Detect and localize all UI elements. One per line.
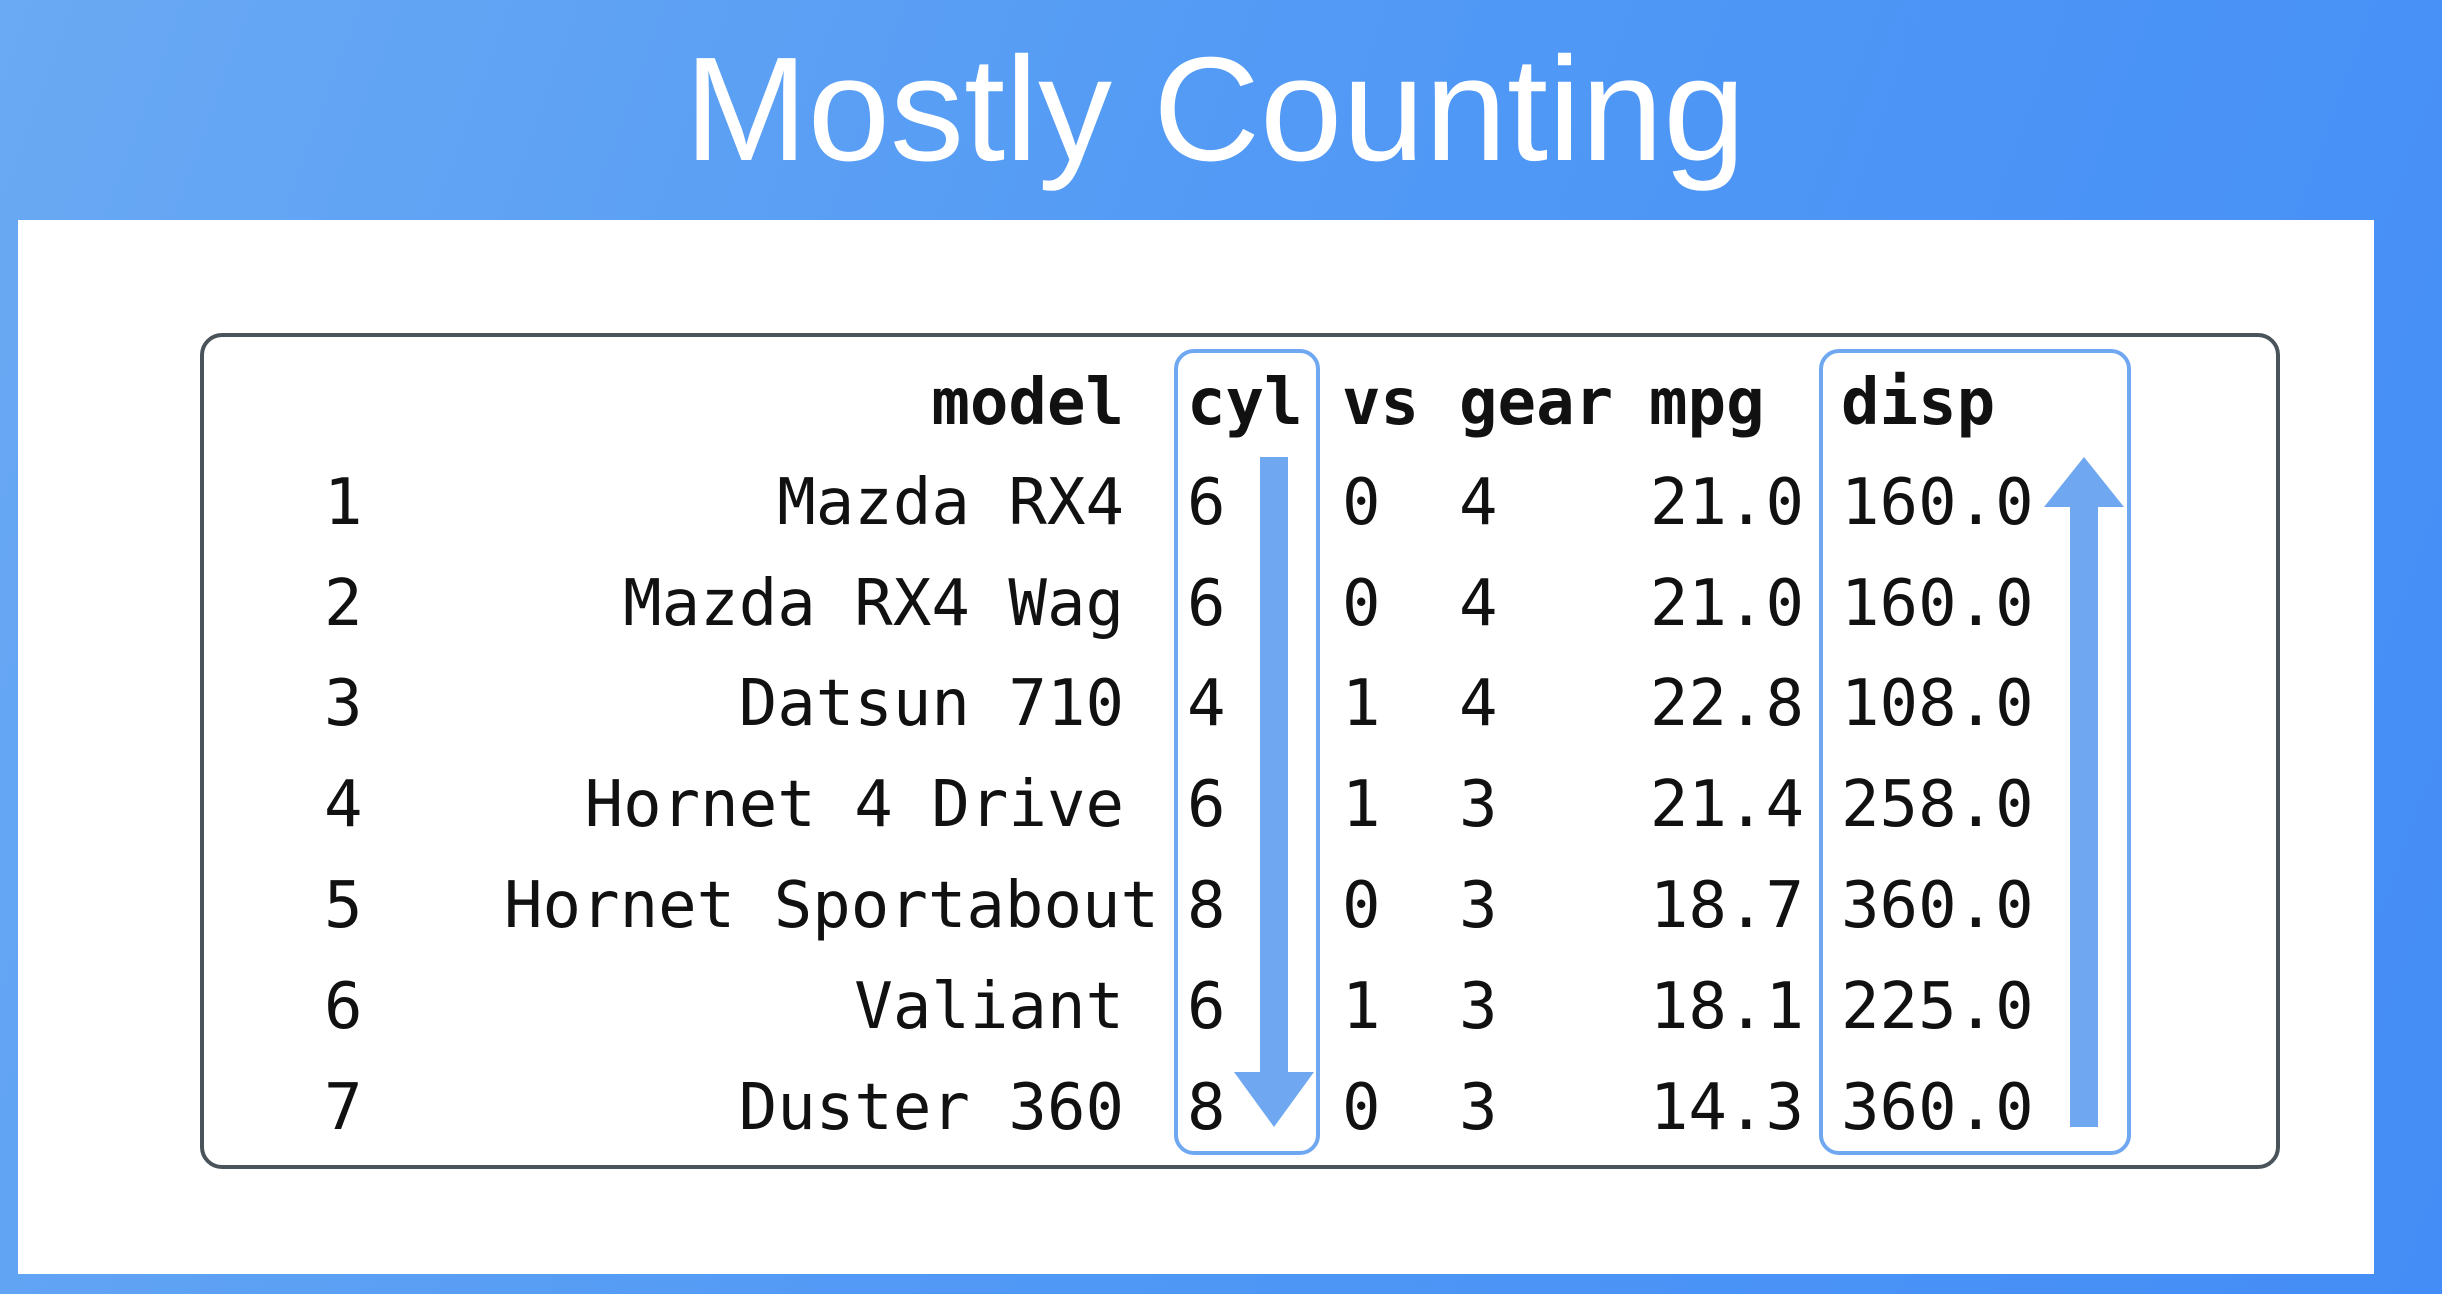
content-panel: model cyl vs gear mpg disp 1 Mazda RX4 6…: [18, 220, 2374, 1274]
header-model: model: [931, 366, 1124, 440]
cell-vs: 0: [1342, 1071, 1381, 1145]
page-title: Mostly Counting: [684, 27, 1746, 192]
cell-mpg: 21.0: [1649, 567, 1804, 641]
cell-cyl: 4: [1187, 667, 1226, 741]
cell-gear: 4: [1459, 667, 1498, 741]
cell-disp: 360.0: [1841, 1071, 2034, 1145]
row-index: 1: [324, 466, 363, 540]
cell-disp: 360.0: [1841, 869, 2034, 943]
row-index: 7: [324, 1071, 363, 1145]
cell-cyl: 6: [1187, 567, 1226, 641]
cell-vs: 1: [1342, 667, 1381, 741]
cell-model: Hornet 4 Drive: [584, 768, 1124, 842]
cell-disp: 160.0: [1841, 466, 2034, 540]
header-gear: gear: [1459, 366, 1614, 440]
cell-mpg: 14.3: [1649, 1071, 1804, 1145]
data-table: model cyl vs gear mpg disp 1 Mazda RX4 6…: [200, 333, 2280, 1169]
cell-gear: 3: [1459, 869, 1498, 943]
disp-column-highlight: [1819, 349, 2131, 1155]
cell-model: Hornet Sportabout: [504, 869, 1160, 943]
row-index: 6: [324, 970, 363, 1044]
cell-mpg: 21.0: [1649, 466, 1804, 540]
cell-mpg: 21.4: [1649, 768, 1804, 842]
cell-cyl: 6: [1187, 768, 1226, 842]
cell-cyl: 8: [1187, 869, 1226, 943]
cell-vs: 1: [1342, 970, 1381, 1044]
cell-disp: 225.0: [1841, 970, 2034, 1044]
cell-disp: 160.0: [1841, 567, 2034, 641]
row-index: 5: [324, 869, 363, 943]
cell-vs: 1: [1342, 768, 1381, 842]
row-index: 4: [324, 768, 363, 842]
cell-mpg: 18.7: [1649, 869, 1804, 943]
cell-model: Datsun 710: [738, 667, 1124, 741]
cell-cyl: 6: [1187, 970, 1226, 1044]
cell-disp: 258.0: [1841, 768, 2034, 842]
cell-model: Duster 360: [738, 1071, 1124, 1145]
cell-gear: 4: [1459, 466, 1498, 540]
cell-gear: 4: [1459, 567, 1498, 641]
cyl-column-highlight: [1174, 349, 1320, 1155]
cell-model: Mazda RX4: [777, 466, 1124, 540]
sort-ascending-arrow-icon: [2044, 457, 2124, 1127]
cell-cyl: 8: [1187, 1071, 1226, 1145]
header-mpg: mpg: [1649, 366, 1765, 440]
cell-gear: 3: [1459, 1071, 1498, 1145]
cell-gear: 3: [1459, 768, 1498, 842]
row-index: 2: [324, 567, 363, 641]
cell-cyl: 6: [1187, 466, 1226, 540]
cell-model: Valiant: [854, 970, 1124, 1044]
row-index: 3: [324, 667, 363, 741]
cell-gear: 3: [1459, 970, 1498, 1044]
header-cyl: cyl: [1187, 366, 1303, 440]
cell-mpg: 18.1: [1649, 970, 1804, 1044]
cell-vs: 0: [1342, 869, 1381, 943]
cell-disp: 108.0: [1841, 667, 2034, 741]
header-disp: disp: [1841, 366, 1996, 440]
cell-vs: 0: [1342, 466, 1381, 540]
sort-descending-arrow-icon: [1234, 457, 1314, 1127]
cell-model: Mazda RX4 Wag: [623, 567, 1124, 641]
cell-mpg: 22.8: [1649, 667, 1804, 741]
header-vs: vs: [1342, 366, 1420, 440]
cell-vs: 0: [1342, 567, 1381, 641]
